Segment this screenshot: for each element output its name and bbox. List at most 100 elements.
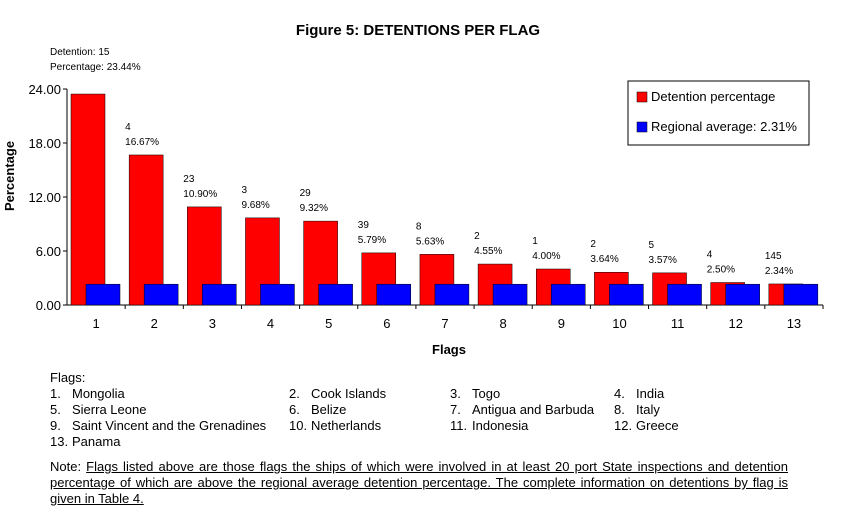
x-tick-label: 13 <box>787 316 801 331</box>
flag-name: Togo <box>472 386 501 401</box>
x-tick-label: 1 <box>92 316 99 331</box>
data-label-detention: 8 <box>416 221 422 232</box>
data-label-percentage: 3.57% <box>649 255 677 266</box>
data-label-percentage: 9.32% <box>300 203 328 214</box>
bar-regional-average <box>260 283 295 306</box>
data-label-percentage: Percentage: 23.44% <box>50 62 141 73</box>
y-tick-label: 24.00 <box>28 82 61 97</box>
flag-name: Greece <box>636 418 679 433</box>
legend-label-regional: Regional average: 2.31% <box>651 119 797 134</box>
flag-name: Italy <box>636 402 660 417</box>
flag-number: 12. <box>614 418 633 433</box>
x-axis-label: Flags <box>432 342 466 357</box>
flag-number: 10. <box>289 418 308 433</box>
x-tick-label: 8 <box>500 316 507 331</box>
x-tick-label: 2 <box>151 316 158 331</box>
flag-item: 2. Cook Islands <box>289 386 386 402</box>
data-label-percentage: 5.63% <box>416 236 444 247</box>
data-label-percentage: 9.68% <box>241 200 269 211</box>
bar-regional-average <box>143 283 179 306</box>
y-tick-label: 18.00 <box>28 136 61 151</box>
flag-item: 8. Italy <box>614 402 660 418</box>
bar-regional-average <box>667 283 702 306</box>
flag-item: 7. Antigua and Barbuda <box>450 402 594 418</box>
flag-name: Indonesia <box>472 418 529 433</box>
flag-item: 12. Greece <box>614 418 679 434</box>
x-tick-label: 3 <box>209 316 216 331</box>
detentions-chart: Figure 5: DETENTIONS PER FLAG 0.006.0012… <box>2 22 824 357</box>
flag-number: 5. <box>50 402 61 417</box>
chart-legend: Detention percentage Regional average: 2… <box>627 80 810 146</box>
flag-number: 9. <box>50 418 61 433</box>
x-tick-label: 11 <box>671 316 685 331</box>
note-text: Note: Flags listed above are those flags… <box>50 459 788 507</box>
flag-item: 3. Togo <box>450 386 500 402</box>
data-label-detention: 5 <box>649 240 655 251</box>
x-tick-label: 10 <box>612 316 626 331</box>
x-tick-label: 6 <box>383 316 390 331</box>
data-label-detention: 1 <box>532 236 538 247</box>
y-tick-label: 0.00 <box>36 298 61 313</box>
bar-regional-average <box>725 283 760 306</box>
chart-title: Figure 5: DETENTIONS PER FLAG <box>296 22 540 39</box>
bar-regional-average <box>783 283 819 306</box>
flag-number: 11. <box>450 418 468 433</box>
x-tick-label: 4 <box>267 316 274 331</box>
flag-name: Cook Islands <box>311 386 387 401</box>
flag-name: Panama <box>72 434 121 449</box>
flag-item: 4. India <box>614 386 664 402</box>
data-label-detention: 4 <box>125 122 131 133</box>
flag-number: 1. <box>50 386 61 401</box>
bar-regional-average <box>434 283 470 306</box>
flag-name: Mongolia <box>72 386 125 401</box>
flags-list-title: Flags: <box>50 370 86 385</box>
flag-name: Antigua and Barbuda <box>472 402 595 417</box>
note-prefix: Note: <box>50 459 87 474</box>
data-label-percentage: 2.34% <box>765 266 793 277</box>
flag-name: Saint Vincent and the Grenadines <box>72 418 267 433</box>
data-label-detention: Detention: 15 <box>50 47 110 58</box>
flag-name: Belize <box>311 402 347 417</box>
y-tick-label: 6.00 <box>36 244 61 259</box>
flag-number: 3. <box>450 386 461 401</box>
data-label-percentage: 4.00% <box>532 251 560 262</box>
flag-number: 13. <box>50 434 69 449</box>
data-label-detention: 2 <box>590 239 596 250</box>
flag-item: 13. Panama <box>50 434 120 450</box>
legend-label-detention: Detention percentage <box>651 89 775 104</box>
bar-detention <box>128 154 164 306</box>
y-axis-label: Percentage <box>2 141 17 211</box>
data-label-percentage: 16.67% <box>125 137 159 148</box>
x-tick-label: 9 <box>558 316 565 331</box>
flag-item: 5. Sierra Leone <box>50 402 146 418</box>
flag-item: 11. Indonesia <box>450 418 528 434</box>
flag-number: 6. <box>289 402 300 417</box>
flag-item: 10. Netherlands <box>289 418 381 434</box>
data-label-detention: 29 <box>300 188 312 199</box>
bar-regional-average <box>376 283 412 306</box>
flag-name: India <box>636 386 665 401</box>
flag-item: 6. Belize <box>289 402 346 418</box>
data-label-detention: 4 <box>707 250 713 261</box>
flag-name: Netherlands <box>311 418 382 433</box>
x-tick-label: 7 <box>441 316 448 331</box>
data-label-percentage: 3.64% <box>590 254 618 265</box>
legend-swatch-detention <box>636 91 648 103</box>
chart-data-labels: Detention: 15 Percentage: 23.44% 4 16.67% 2 3… <box>50 47 793 277</box>
bar-regional-average <box>609 283 644 306</box>
flag-item: 1. Mongolia <box>50 386 125 402</box>
bar-regional-average <box>492 283 528 306</box>
y-tick-label: 12.00 <box>28 190 61 205</box>
bar-detention <box>70 93 106 306</box>
flag-number: 7. <box>450 402 461 417</box>
x-tick-label: 12 <box>729 316 743 331</box>
bar-regional-average <box>318 283 353 306</box>
flag-name: Sierra Leone <box>72 402 147 417</box>
bar-regional-average <box>202 283 237 306</box>
legend-box <box>627 80 810 146</box>
data-label-detention: 2 <box>474 231 480 242</box>
chart-bars <box>70 93 819 306</box>
bar-regional-average <box>85 283 121 306</box>
flag-number: 8. <box>614 402 625 417</box>
bar-regional-average <box>550 283 586 306</box>
